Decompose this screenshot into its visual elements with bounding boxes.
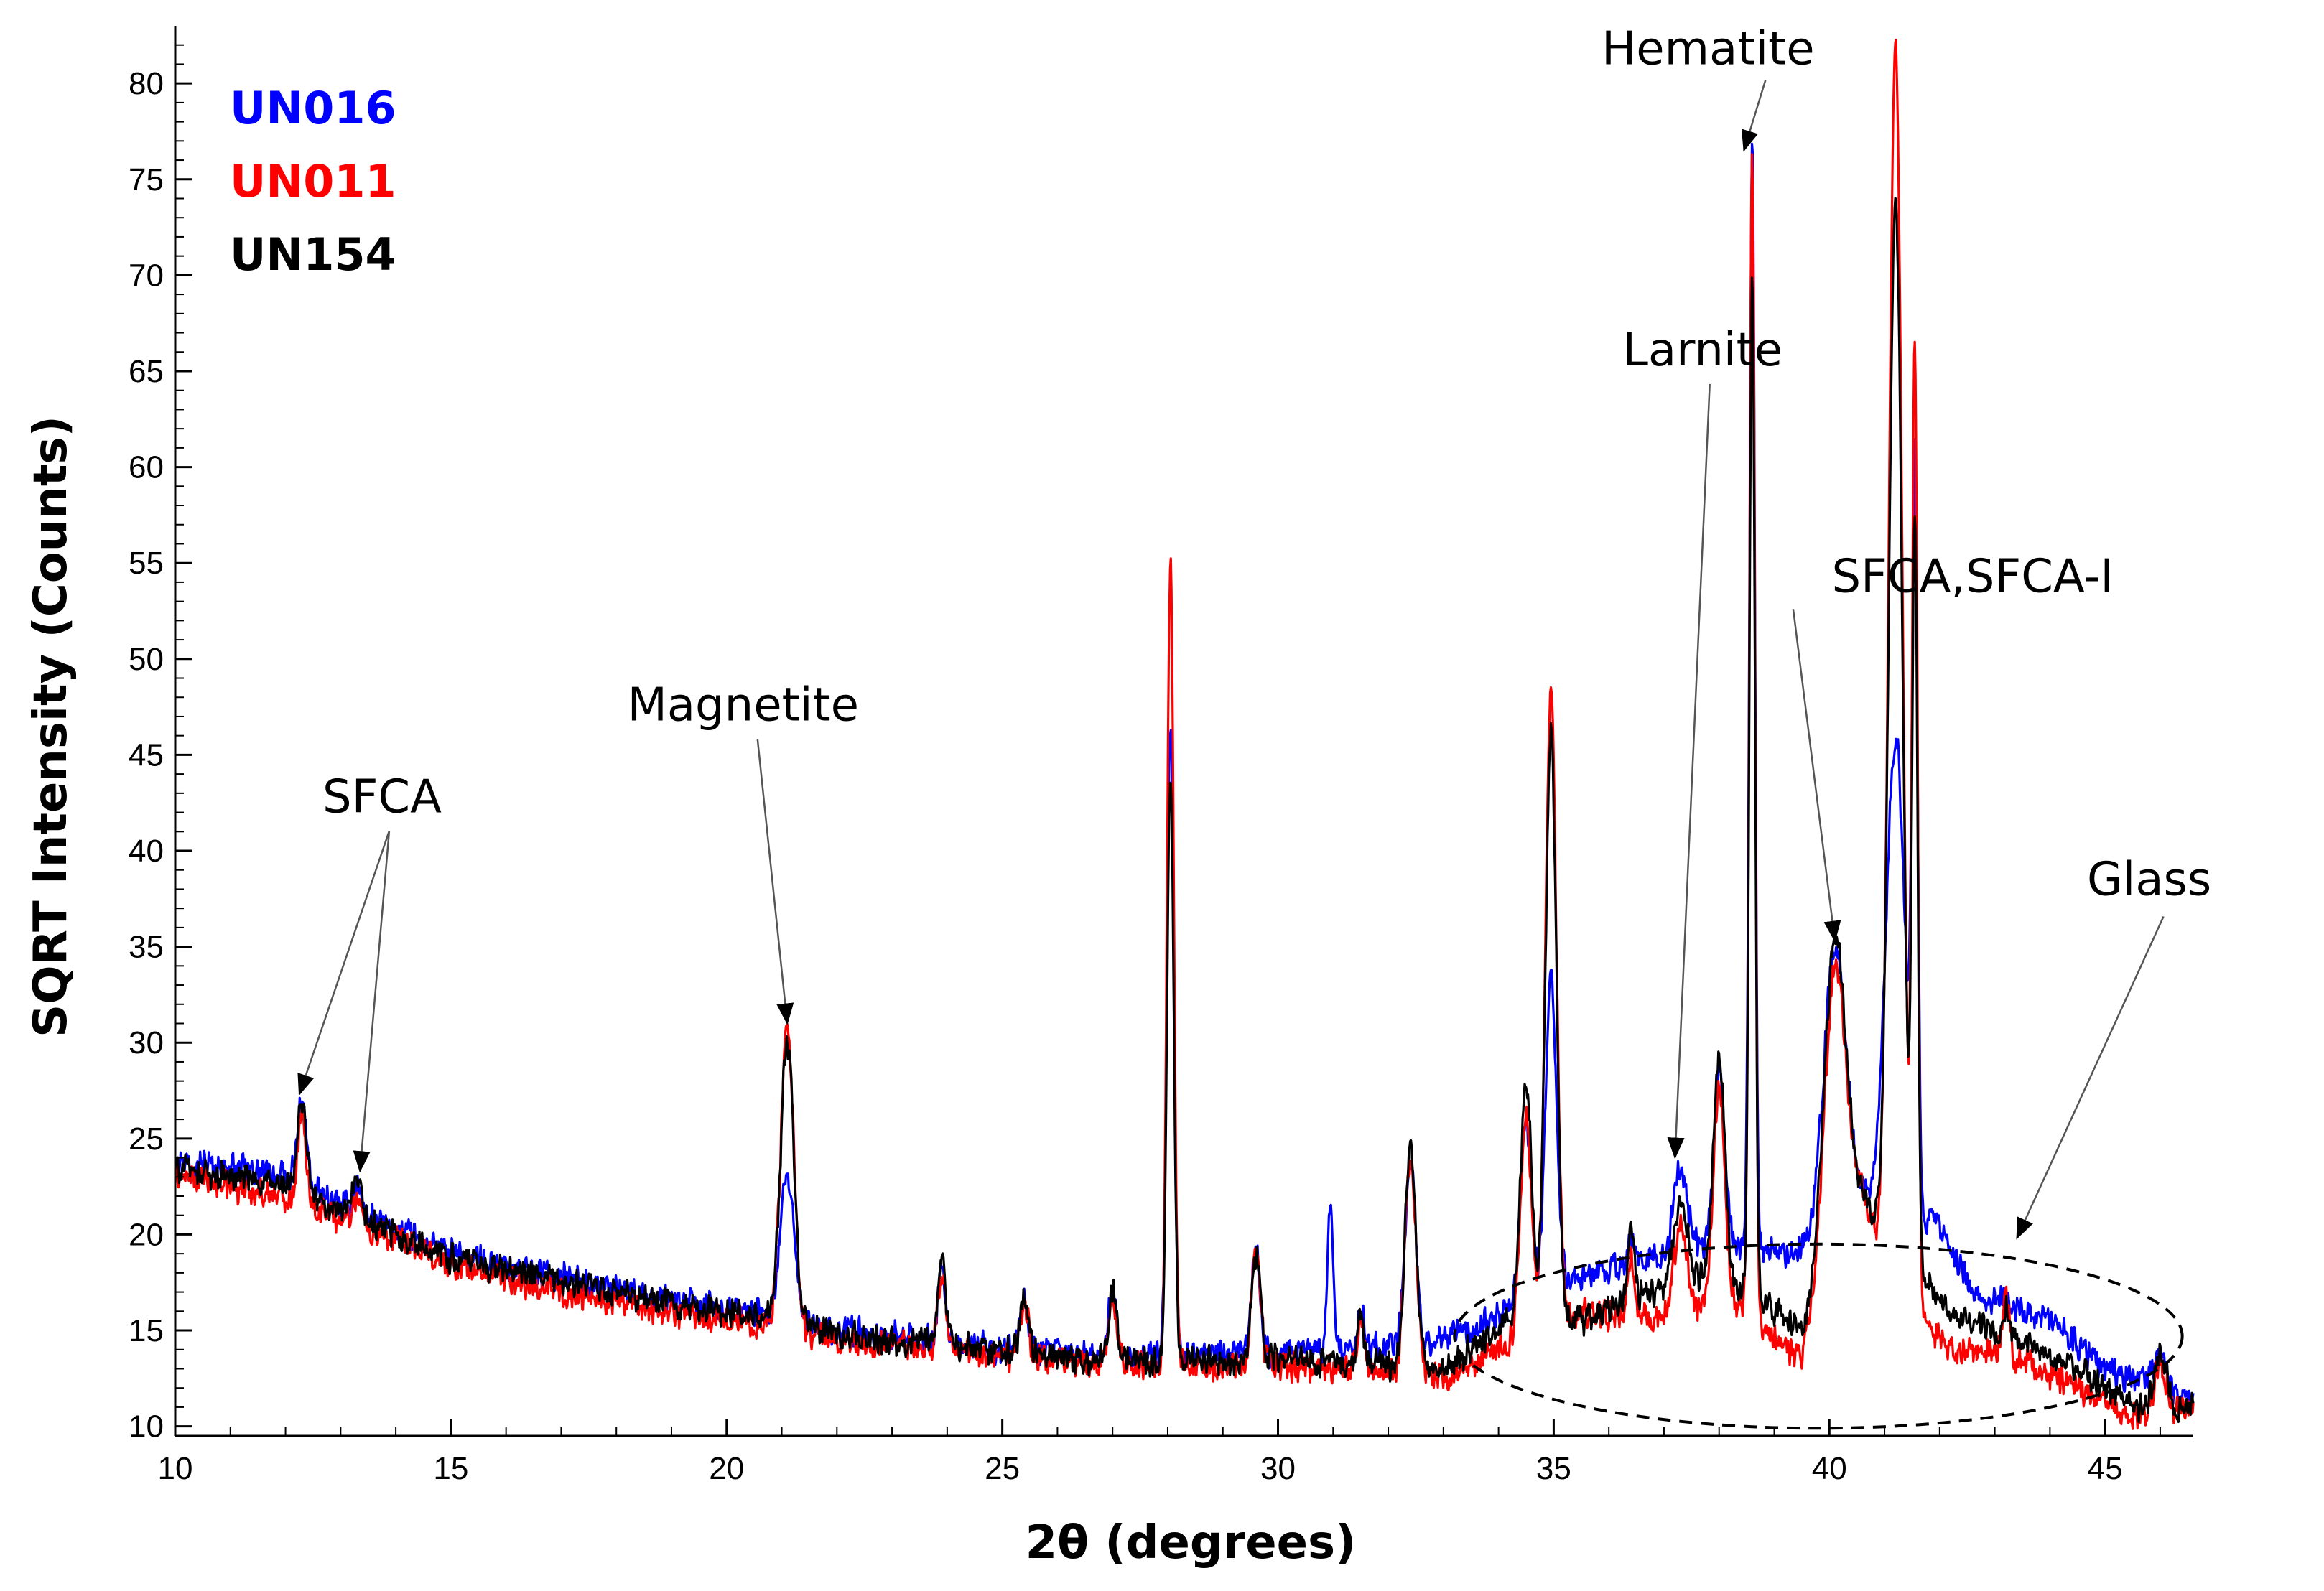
- annotation-label-hematite: Hematite: [1602, 22, 1814, 75]
- annotation-label-sfca: SFCA: [322, 771, 442, 824]
- annotation-arrow-magnetite: [756, 739, 794, 1025]
- annotations-layer: SFCA Magnetite Larnite Hematite SFCA,SFCA-I G…: [297, 22, 2211, 1430]
- legend-entry-un011: UN011: [230, 155, 396, 207]
- y-tick-label: 25: [129, 1121, 164, 1157]
- y-tick-label: 65: [129, 354, 164, 389]
- y-tick-label: 20: [129, 1217, 164, 1252]
- series-line-un154: [174, 197, 2195, 1424]
- legend-entry-un154: UN154: [230, 228, 396, 281]
- annotation-arrow-sfca-sfca-i: [1792, 609, 1841, 943]
- y-tick-label: 10: [129, 1409, 164, 1445]
- x-tick-label: 20: [709, 1451, 744, 1486]
- annotation-label-sfca-sfca-i: SFCA,SFCA-I: [1832, 550, 2114, 603]
- x-tick-label: 15: [433, 1451, 468, 1486]
- y-tick-label: 30: [129, 1025, 164, 1060]
- y-tick-label: 80: [129, 66, 164, 101]
- annotation-label-magnetite: Magnetite: [628, 678, 859, 732]
- x-tick-label: 40: [1812, 1451, 1847, 1486]
- series-layer: [174, 39, 2195, 1430]
- y-tick-label: 40: [129, 834, 164, 869]
- annotation-arrow-sfca: [297, 831, 391, 1096]
- y-tick-label: 35: [129, 930, 164, 965]
- annotation-arrow-sfca: [353, 831, 391, 1173]
- axes-layer: 10 15 20 25 30 35 40 45 50 55 60 65 70 75 80 10 15 20 25 30…: [129, 26, 2193, 1486]
- y-tick-label: 50: [129, 642, 164, 677]
- y-tick-label: 70: [129, 258, 164, 293]
- x-axis-title: 2θ (degrees): [1026, 1516, 1357, 1569]
- x-tick-label: 35: [1536, 1451, 1571, 1486]
- x-tick-label: 25: [985, 1451, 1020, 1486]
- annotation-arrow-hematite: [1742, 80, 1767, 152]
- annotation-label-larnite: Larnite: [1622, 324, 1782, 377]
- y-tick-label: 75: [129, 162, 164, 197]
- y-tick-label: 45: [129, 737, 164, 773]
- y-tick-label: 55: [129, 546, 164, 581]
- x-tick-label: 10: [158, 1451, 193, 1486]
- glass-region-ellipse: [1453, 1242, 2184, 1430]
- annotation-arrow-larnite: [1667, 383, 1711, 1160]
- legend: UN016 UN011 UN154: [230, 82, 396, 281]
- legend-entry-un016: UN016: [230, 82, 396, 134]
- x-tick-label: 30: [1260, 1451, 1296, 1486]
- y-tick-label: 60: [129, 450, 164, 485]
- x-tick-label: 45: [2088, 1451, 2123, 1486]
- y-tick-label: 15: [129, 1313, 164, 1348]
- annotation-arrow-glass: [2016, 915, 2165, 1240]
- annotation-label-glass: Glass: [2087, 853, 2211, 906]
- y-axis-title: SQRT Intensity (Counts): [24, 416, 78, 1037]
